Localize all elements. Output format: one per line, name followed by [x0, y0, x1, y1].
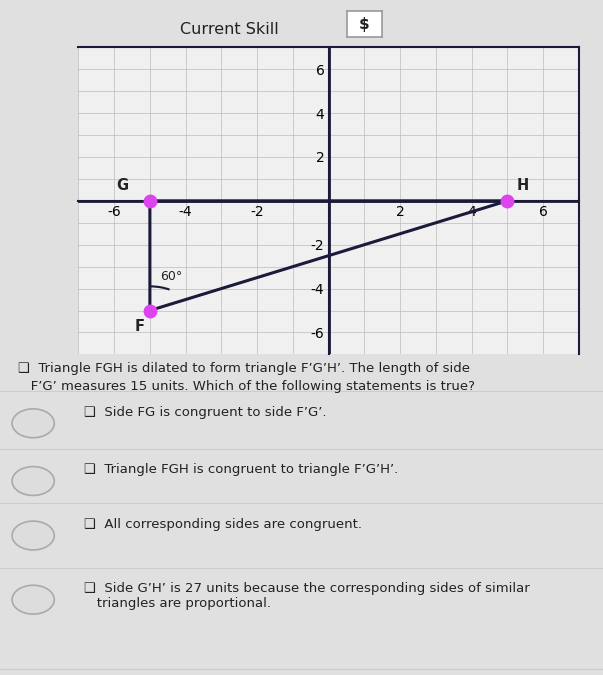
Text: H: H [516, 178, 529, 193]
Text: F’G’ measures 15 units. Which of the following statements is true?: F’G’ measures 15 units. Which of the fol… [18, 380, 475, 393]
Text: ❑  Side FG is congruent to side F’G’.: ❑ Side FG is congruent to side F’G’. [84, 406, 327, 418]
Text: ❑  Triangle FGH is dilated to form triangle F’G’H’. The length of side: ❑ Triangle FGH is dilated to form triang… [18, 362, 470, 375]
Ellipse shape [12, 585, 54, 614]
Ellipse shape [12, 521, 54, 550]
Text: F: F [134, 319, 144, 334]
Text: ❑  Triangle FGH is congruent to triangle F’G’H’.: ❑ Triangle FGH is congruent to triangle … [84, 463, 399, 477]
Text: G: G [116, 178, 128, 193]
Text: Current Skill: Current Skill [180, 22, 279, 37]
Text: $: $ [359, 18, 370, 32]
Text: ❑  All corresponding sides are congruent.: ❑ All corresponding sides are congruent. [84, 518, 362, 531]
Text: 60°: 60° [160, 270, 183, 283]
Text: ❑  Side G’H’ is 27 units because the corresponding sides of similar
   triangles: ❑ Side G’H’ is 27 units because the corr… [84, 582, 530, 610]
Ellipse shape [12, 409, 54, 438]
Ellipse shape [12, 466, 54, 495]
